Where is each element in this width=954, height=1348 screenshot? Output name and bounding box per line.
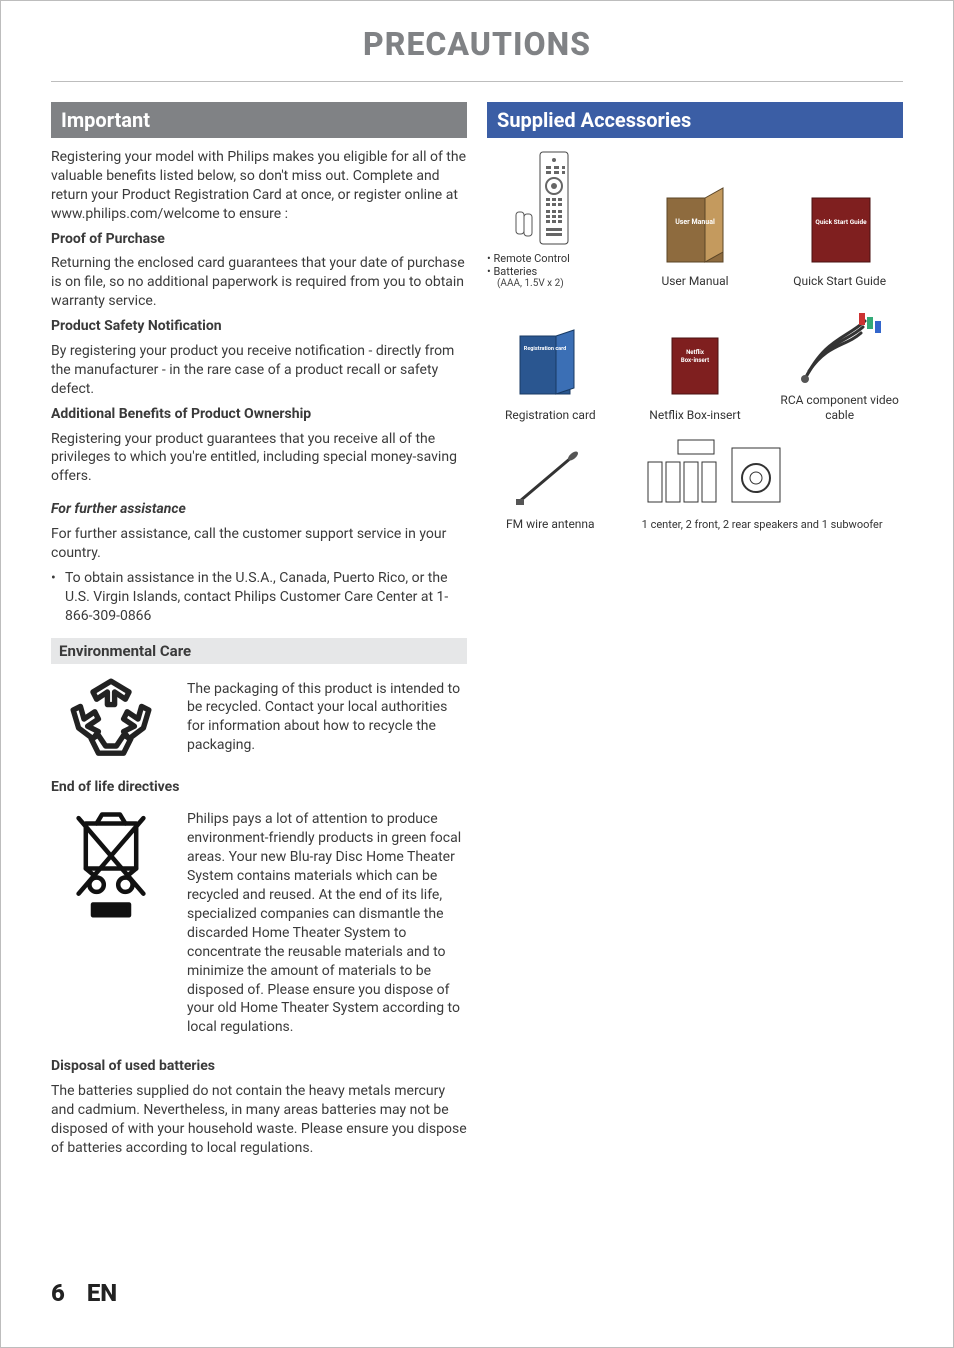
- manual-page: PRECAUTIONS Important Registering your m…: [0, 0, 954, 1348]
- remote-icon: [487, 148, 614, 248]
- acc-user-manual: User Manual User Manual: [632, 170, 759, 289]
- proof-of-purchase-text: Returning the enclosed card guarantees t…: [51, 254, 467, 311]
- batteries-title: Disposal of used batteries: [51, 1057, 467, 1076]
- eol-row: Philips pays a lot of attention to produ…: [51, 804, 467, 1043]
- accessories-header: Supplied Accessories: [487, 102, 903, 138]
- recycle-text: The packaging of this product is intende…: [187, 680, 467, 756]
- batteries-text: The batteries supplied do not contain th…: [51, 1082, 467, 1158]
- remote-caption: Remote Control Batteries: [487, 252, 614, 278]
- acc-rca-cable: RCA component video cable: [776, 299, 903, 423]
- acc-quick-start: Quick Start Guide Quick Start Guide: [776, 170, 903, 289]
- acc-registration-card: Registration card Registration card: [487, 314, 614, 423]
- acc-netflix-box: Netflix Box-insert Netflix Box-insert: [632, 314, 759, 423]
- eol-title: End of life directives: [51, 778, 467, 797]
- further-assistance-title: For further assistance: [51, 500, 467, 519]
- assistance-list: To obtain assistance in the U.S.A., Cana…: [51, 569, 467, 626]
- netflix-box-caption: Netflix Box-insert: [632, 408, 759, 423]
- rca-cable-icon: [776, 299, 903, 389]
- two-column-layout: Important Registering your model with Ph…: [51, 92, 903, 1164]
- remote-sub: (AAA, 1.5V x 2): [487, 278, 614, 289]
- proof-of-purchase-title: Proof of Purchase: [51, 230, 467, 249]
- speakers-caption: 1 center, 2 front, 2 rear speakers and 1…: [632, 518, 903, 532]
- title-rule: [51, 81, 903, 82]
- page-title: PRECAUTIONS: [51, 25, 903, 63]
- product-safety-text: By registering your product you receive …: [51, 342, 467, 399]
- important-intro: Registering your model with Philips make…: [51, 148, 467, 224]
- user-manual-label: User Manual: [675, 218, 715, 226]
- additional-benefits-title: Additional Benefits of Product Ownership: [51, 405, 467, 424]
- quick-start-caption: Quick Start Guide: [776, 274, 903, 289]
- user-manual-caption: User Manual: [632, 274, 759, 289]
- registration-card-label: Registration card: [524, 346, 566, 352]
- recycle-icon: [51, 674, 171, 764]
- rca-cable-caption: RCA component video cable: [776, 393, 903, 423]
- eol-text: Philips pays a lot of attention to produ…: [187, 810, 467, 1037]
- right-column: Supplied Accessories: [487, 92, 903, 1164]
- environmental-care-header: Environmental Care: [51, 638, 467, 664]
- weee-icon: [51, 804, 171, 924]
- product-safety-title: Product Safety Notification: [51, 317, 467, 336]
- page-footer: 6 EN: [51, 1279, 117, 1307]
- recycle-row: The packaging of this product is intende…: [51, 674, 467, 764]
- page-lang: EN: [87, 1279, 117, 1307]
- registration-card-caption: Registration card: [487, 408, 614, 423]
- svg-text:Box-insert: Box-insert: [681, 357, 709, 364]
- svg-text:Netflix: Netflix: [686, 349, 705, 356]
- left-column: Important Registering your model with Ph…: [51, 92, 467, 1164]
- remote-bullet-1: Remote Control: [487, 252, 614, 265]
- quick-start-icon: Quick Start Guide: [776, 170, 903, 270]
- further-assistance-text: For further assistance, call the custome…: [51, 525, 467, 563]
- quick-start-label: Quick Start Guide: [815, 218, 867, 226]
- remote-bullet-2: Batteries: [487, 265, 614, 278]
- acc-remote: Remote Control Batteries (AAA, 1.5V x 2): [487, 148, 614, 289]
- assistance-bullet: To obtain assistance in the U.S.A., Cana…: [51, 569, 467, 626]
- registration-card-icon: Registration card: [487, 314, 614, 404]
- acc-speakers: 1 center, 2 front, 2 rear speakers and 1…: [632, 434, 903, 532]
- acc-fm-antenna: FM wire antenna: [487, 433, 614, 532]
- fm-antenna-caption: FM wire antenna: [487, 517, 614, 532]
- page-number: 6: [51, 1279, 65, 1307]
- user-manual-icon: User Manual: [632, 170, 759, 270]
- additional-benefits-text: Registering your product guarantees that…: [51, 430, 467, 487]
- accessories-grid: Remote Control Batteries (AAA, 1.5V x 2)…: [487, 148, 903, 532]
- speakers-icon: [632, 434, 903, 514]
- netflix-box-icon: Netflix Box-insert: [632, 314, 759, 404]
- fm-antenna-icon: [487, 433, 614, 513]
- important-header: Important: [51, 102, 467, 138]
